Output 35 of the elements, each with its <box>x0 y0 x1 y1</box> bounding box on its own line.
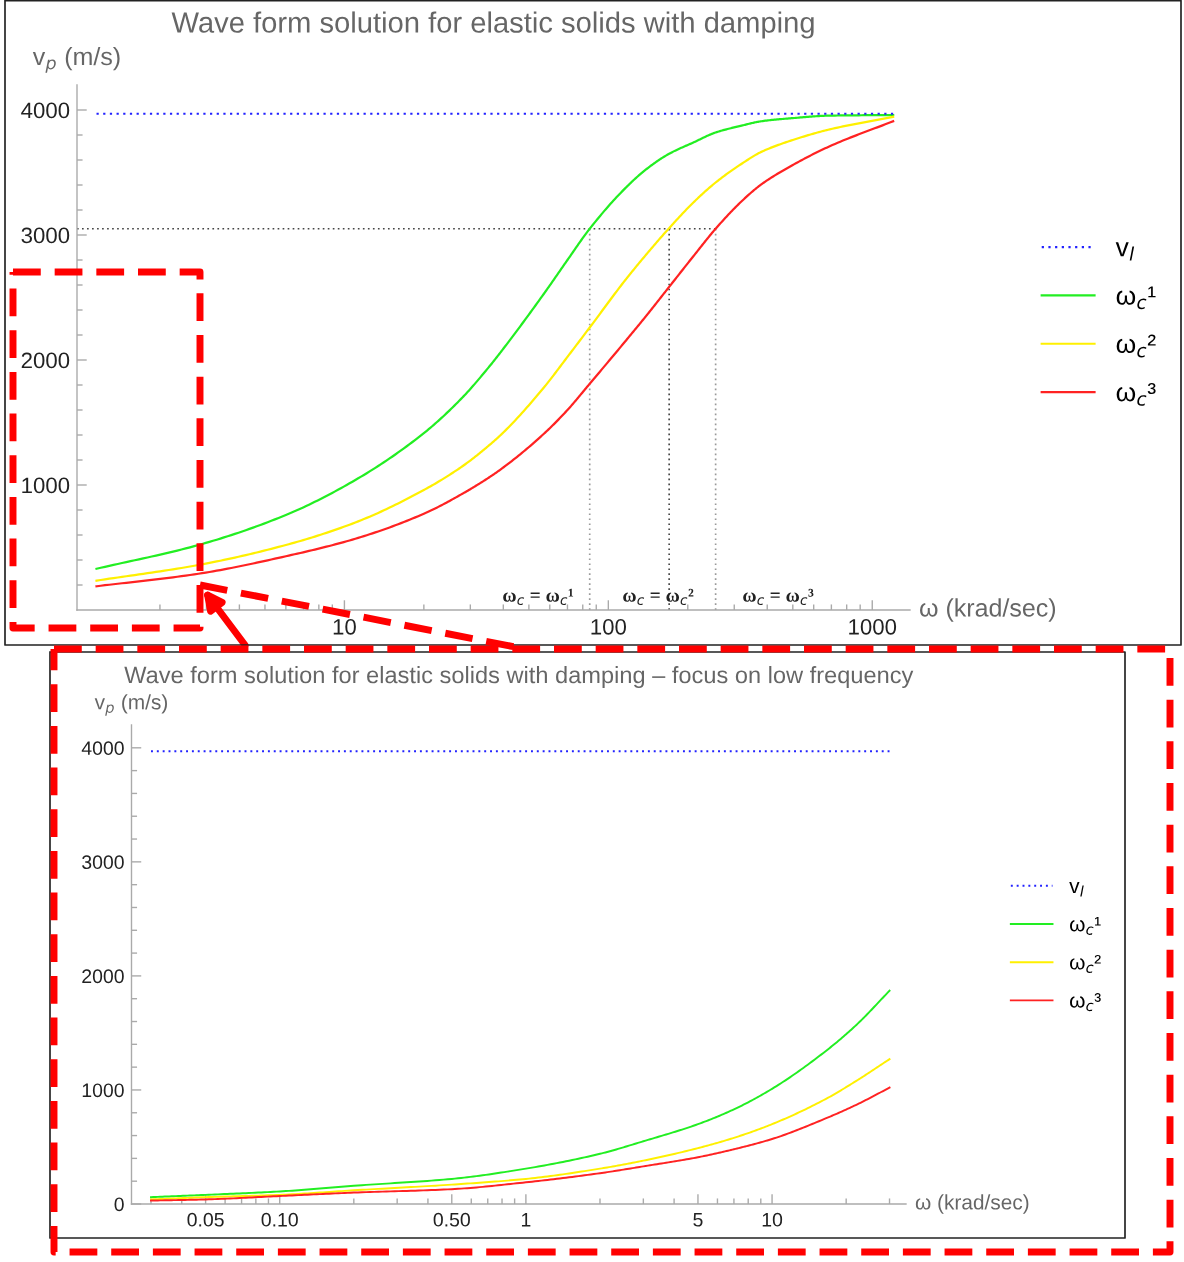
y-tick-label: 2000 <box>82 969 124 984</box>
legend-label: ω$_{c}$² <box>1070 954 1101 973</box>
x-tick-label: 10 <box>333 618 356 635</box>
legend-label: ω$_{c}$³ <box>1116 382 1156 406</box>
legend-label: v$_{l}$ <box>1115 242 1135 261</box>
x-axis-title: ω (krad/sec) <box>915 1194 1029 1214</box>
x-tick-label: 0.05 <box>187 1212 224 1227</box>
x-axis-title: ω (krad/sec) <box>920 598 1056 622</box>
x-tick-label: 0.50 <box>433 1212 470 1227</box>
x-tick-label: 0.10 <box>261 1212 298 1227</box>
chart-title: Wave form solution for elastic solids with damping – focus on low frequency <box>124 665 914 688</box>
y-axis-title: v$_{p}$ (m/s) <box>94 694 167 716</box>
ref-line-label: ω$_{c}$ = ω$_{c}$¹ <box>503 588 574 606</box>
y-tick-label: 3000 <box>21 227 70 244</box>
x-tick-label: 100 <box>591 618 626 635</box>
ref-line-label: ω$_{c}$ = ω$_{c}$² <box>623 588 694 606</box>
ref-line-label: ω$_{c}$ = ω$_{c}$³ <box>743 588 814 606</box>
y-tick-label: 2000 <box>21 352 70 369</box>
x-tick-label: 10 <box>762 1212 783 1227</box>
legend-label: ω$_{c}$¹ <box>1116 286 1156 310</box>
legend-label: v$_{l}$ <box>1069 882 1084 897</box>
y-tick-label: 0 <box>114 1197 124 1212</box>
y-tick-label: 4000 <box>81 741 124 756</box>
legend-label: ω$_{c}$¹ <box>1070 916 1101 935</box>
y-tick-label: 1000 <box>82 1083 124 1098</box>
y-tick-label: 4000 <box>21 102 70 119</box>
y-axis-title: v$_{p}$ (m/s) <box>32 47 120 73</box>
x-tick-label: 5 <box>693 1213 703 1227</box>
x-tick-label: 1000 <box>849 618 897 635</box>
y-tick-label: 1000 <box>22 477 70 494</box>
y-tick-label: 3000 <box>82 855 124 870</box>
x-tick-label: 1 <box>521 1213 531 1227</box>
legend-label: ω$_{c}$³ <box>1070 993 1101 1012</box>
legend-label: ω$_{c}$² <box>1116 334 1156 358</box>
chart-title: Wave form solution for elastic solids with damping <box>171 11 814 39</box>
